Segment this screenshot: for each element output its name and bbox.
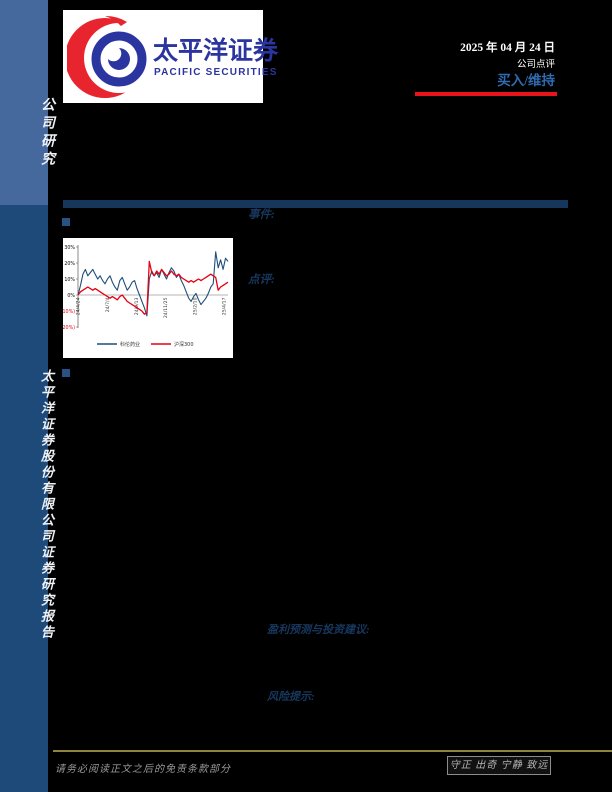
svg-text:(10%): (10%) — [63, 309, 75, 315]
forecast-section-label: 盈利预测与投资建议: — [267, 624, 370, 636]
performance-chart-svg: 30% 20% 10% 0% (10%) (20%) 24/4/24 24/7/4 24/9/1… — [61, 245, 229, 348]
logo-en-text: PACIFIC SECURITIES — [154, 67, 278, 78]
svg-text:24/7/4: 24/7/4 — [105, 297, 111, 312]
comment-section-label: 点评: — [248, 274, 275, 286]
rating-badge: 买入/维持 — [497, 73, 555, 88]
svg-text:沪深300: 沪深300 — [174, 341, 194, 348]
report-type: 公司点评 — [516, 60, 555, 70]
svg-text:科伦药业: 科伦药业 — [120, 341, 140, 348]
bullet-square-icon — [62, 218, 70, 226]
sidebar-top-section: 公司研究 — [0, 0, 54, 205]
logo-cn-text: 太平洋证券 — [153, 37, 279, 65]
svg-text:(20%): (20%) — [63, 325, 75, 331]
svg-text:10%: 10% — [64, 277, 75, 283]
sidebar-bottom-section: 太平洋证券股份有限公司证券研究报告 — [0, 205, 54, 792]
svg-text:24/4/24: 24/4/24 — [76, 297, 82, 315]
svg-text:0%: 0% — [67, 293, 75, 299]
stock-performance-chart: 30% 20% 10% 0% (10%) (20%) 24/4/24 24/7/4 24/9/1… — [61, 238, 233, 358]
svg-text:25/2/10: 25/2/10 — [192, 297, 198, 315]
svg-text:25/4/17: 25/4/17 — [222, 297, 228, 315]
svg-text:24/9/13: 24/9/13 — [134, 297, 140, 315]
bullet-square-icon — [62, 369, 70, 377]
sidebar-category-label: 公司研究 — [39, 97, 54, 169]
risk-section-label: 风险提示: — [267, 691, 315, 703]
report-date: 2025 年 04 月 24 日 — [460, 42, 555, 54]
header-meta: 2025 年 04 月 24 日 公司点评 买入/维持 — [350, 41, 555, 89]
logo-box: 太平洋证券 PACIFIC SECURITIES — [63, 10, 279, 103]
svg-text:24/11/25: 24/11/25 — [163, 297, 169, 318]
event-section-label: 事件: — [248, 209, 275, 221]
svg-text:20%: 20% — [64, 261, 75, 267]
pacific-securities-logo-icon — [67, 15, 153, 98]
svg-text:30%: 30% — [64, 245, 75, 251]
footer-rule — [53, 750, 612, 752]
rating-underline-rule — [415, 92, 557, 96]
footer-disclaimer: 请务必阅读正文之后的免责条款部分 — [55, 764, 231, 775]
section-divider-bar — [63, 200, 568, 208]
footer-motto-box: 守正 出奇 宁静 致远 — [447, 756, 551, 775]
sidebar-company-label: 太平洋证券股份有限公司证券研究报告 — [39, 369, 54, 641]
